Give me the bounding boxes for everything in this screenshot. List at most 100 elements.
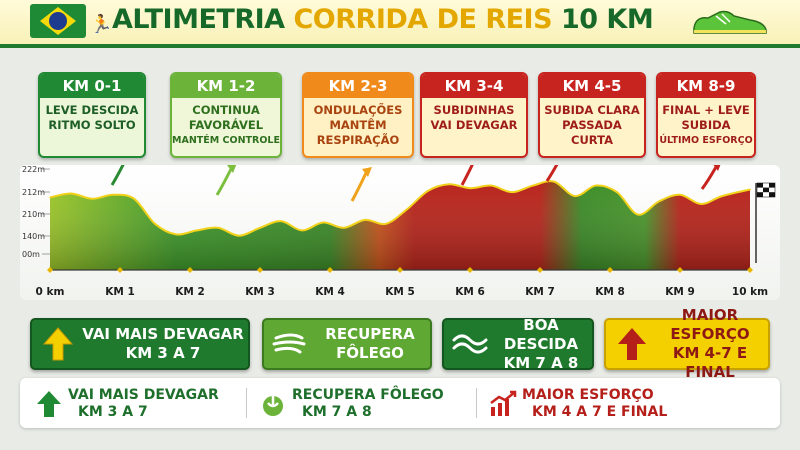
legend-pill-line1: VAI MAIS DEVAGAR [82, 325, 244, 343]
callout-small-line: MANTÉM CONTROLE [172, 135, 280, 146]
legend-pill-4: MAIOR ESFORÇO KM 4-7 E FINAL [604, 306, 770, 381]
y-tick-label: 212m [22, 188, 45, 197]
callout-header: KM 3-4 [422, 74, 526, 98]
x-tick-label: 10 km [732, 286, 768, 298]
elevation-point [322, 221, 324, 224]
legend-pill-text: VAI MAIS DEVAGAR KM 3 A 7 [78, 325, 248, 363]
elevation-point [574, 195, 576, 197]
summary-bar: VAI MAIS DEVAGAR KM 3 A 7 RECUPERA FÔLEGO K… [20, 378, 780, 428]
summary-item-text: MAIOR ESFORÇO KM 4 A 7 E FINAL [522, 387, 667, 421]
legend-pill-2: RECUPERA FÔLEGO [262, 318, 432, 370]
x-tick-mark [327, 267, 333, 273]
elevation-point [154, 223, 156, 225]
callout-line: RITMO SOLTO [48, 118, 136, 132]
elevation-point [658, 200, 660, 203]
elevation-point [280, 220, 282, 222]
x-tick-mark [747, 267, 753, 273]
y-tick-label: 140m [22, 232, 45, 241]
callout-body: SUBIDA CLARA PASSADA CURTA [540, 98, 644, 148]
x-tick-mark [397, 267, 403, 273]
elevation-point [553, 180, 555, 183]
callout-body: CONTINUA FAVORÁVEL MANTÉM CONTROLE [172, 98, 280, 148]
brazil-flag-icon [30, 4, 86, 38]
elevation-point [532, 184, 534, 187]
elevation-point [385, 223, 387, 225]
callout-body: FINAL + LEVE SUBIDA ÚLTIMO ESFORÇO [658, 98, 754, 148]
summary-item-text: RECUPERA FÔLEGO KM 7 A 8 [292, 387, 444, 421]
wind-icon [270, 324, 310, 364]
elevation-point [49, 196, 51, 199]
elevation-point [616, 191, 618, 193]
x-tick-mark [677, 267, 683, 273]
callout-pointer-arrowhead [227, 163, 237, 173]
elevation-point [217, 226, 219, 229]
summary-item-line1: RECUPERA FÔLEGO [292, 387, 444, 403]
x-tick-label: KM 8 [595, 286, 625, 298]
callout-small-line: ÚLTIMO ESFORÇO [659, 135, 753, 146]
callout-body: SUBIDINHAS VAI DEVAGAR [422, 98, 526, 133]
summary-divider [476, 388, 477, 418]
legend-pill-line2: KM 4-7 E FINAL [672, 344, 748, 381]
callout-line: CONTINUA [192, 103, 260, 117]
elevation-point [679, 193, 681, 196]
elevation-point [196, 229, 198, 232]
callout-header: KM 8-9 [658, 74, 754, 98]
elevation-point [427, 190, 429, 192]
callout-line: FINAL + LEVE [662, 103, 750, 117]
elevation-point [469, 187, 471, 189]
elevation-point [700, 203, 702, 205]
chart-up-icon [488, 389, 518, 419]
legend-pill-1: VAI MAIS DEVAGAR KM 3 A 7 [30, 318, 250, 370]
elevation-point [343, 226, 345, 229]
summary-item-3: MAIOR ESFORÇO KM 4 A 7 E FINAL [488, 384, 667, 424]
callout-5: KM 4-5 SUBIDA CLARA PASSADA CURTA [538, 72, 646, 158]
elevation-chart-svg: 222m 212m 210m 140m 00m 0 km KM 1 KM 2 KM 3 KM 4… [20, 151, 780, 300]
elevation-point [490, 184, 492, 187]
legend-pill-text: BOA DESCIDA KM 7 A 8 [490, 316, 592, 373]
callout-line: SUBIDA CLARA [544, 103, 640, 117]
legend-pill-line2: KM 7 A 8 [503, 353, 579, 372]
x-tick-label: 0 km [36, 286, 65, 298]
callout-1: KM 0-1 LEVE DESCIDA RITMO SOLTO [38, 72, 146, 158]
page-title: ALTIMETRIA CORRIDA DE REIS 10 KM [112, 4, 654, 35]
elevation-point [112, 193, 114, 196]
x-tick-mark [537, 267, 543, 273]
callout-line: LEVE DESCIDA [45, 103, 139, 117]
callout-header: KM 1-2 [172, 74, 280, 98]
up-arrow-icon [34, 389, 64, 419]
summary-item-line1: MAIOR ESFORÇO [522, 387, 654, 403]
callout-4: KM 3-4 SUBIDINHAS VAI DEVAGAR [420, 72, 528, 158]
summary-item-line1: VAI MAIS DEVAGAR [68, 387, 219, 403]
callout-header: KM 2-3 [304, 74, 412, 98]
wave-icon [450, 324, 490, 364]
elevation-point [637, 213, 639, 216]
callout-line: FAVORÁVEL [188, 118, 264, 132]
elevation-point [133, 197, 135, 200]
x-tick-label: KM 1 [105, 286, 135, 298]
callout-line: RESPIRAÇÃO [316, 133, 400, 147]
callout-pointer-arrow [215, 168, 233, 196]
x-tick-label: KM 7 [525, 286, 555, 298]
callout-6: KM 8-9 FINAL + LEVE SUBIDA ÚLTIMO ESFORÇO [656, 72, 756, 158]
callout-line: VAI DEVAGAR [430, 118, 518, 132]
callout-line: PASSADA CURTA [562, 118, 622, 147]
elevation-point [364, 219, 366, 221]
elevation-point [238, 234, 240, 237]
elevation-point [259, 226, 261, 229]
x-tick-label: KM 2 [175, 286, 205, 298]
elevation-point [301, 229, 303, 232]
callout-body: ONDULAÇÕES MANTÊM RESPIRAÇÃO [304, 98, 412, 148]
x-tick-label: KM 3 [245, 286, 275, 298]
x-tick-label: KM 5 [385, 286, 415, 298]
finish-flag-icon [755, 182, 776, 263]
callout-line: SUBIDA [681, 118, 731, 132]
x-tick-mark [187, 267, 193, 273]
x-tick-mark [467, 267, 473, 273]
callout-body: LEVE DESCIDA RITMO SOLTO [40, 98, 144, 133]
lungs-icon [258, 389, 288, 419]
y-tick-label: 222m [22, 165, 45, 174]
elevation-point [175, 233, 177, 236]
callout-pointer-arrowhead [362, 167, 372, 177]
y-tick-label: 210m [22, 210, 45, 219]
x-tick-label: KM 4 [315, 286, 345, 298]
